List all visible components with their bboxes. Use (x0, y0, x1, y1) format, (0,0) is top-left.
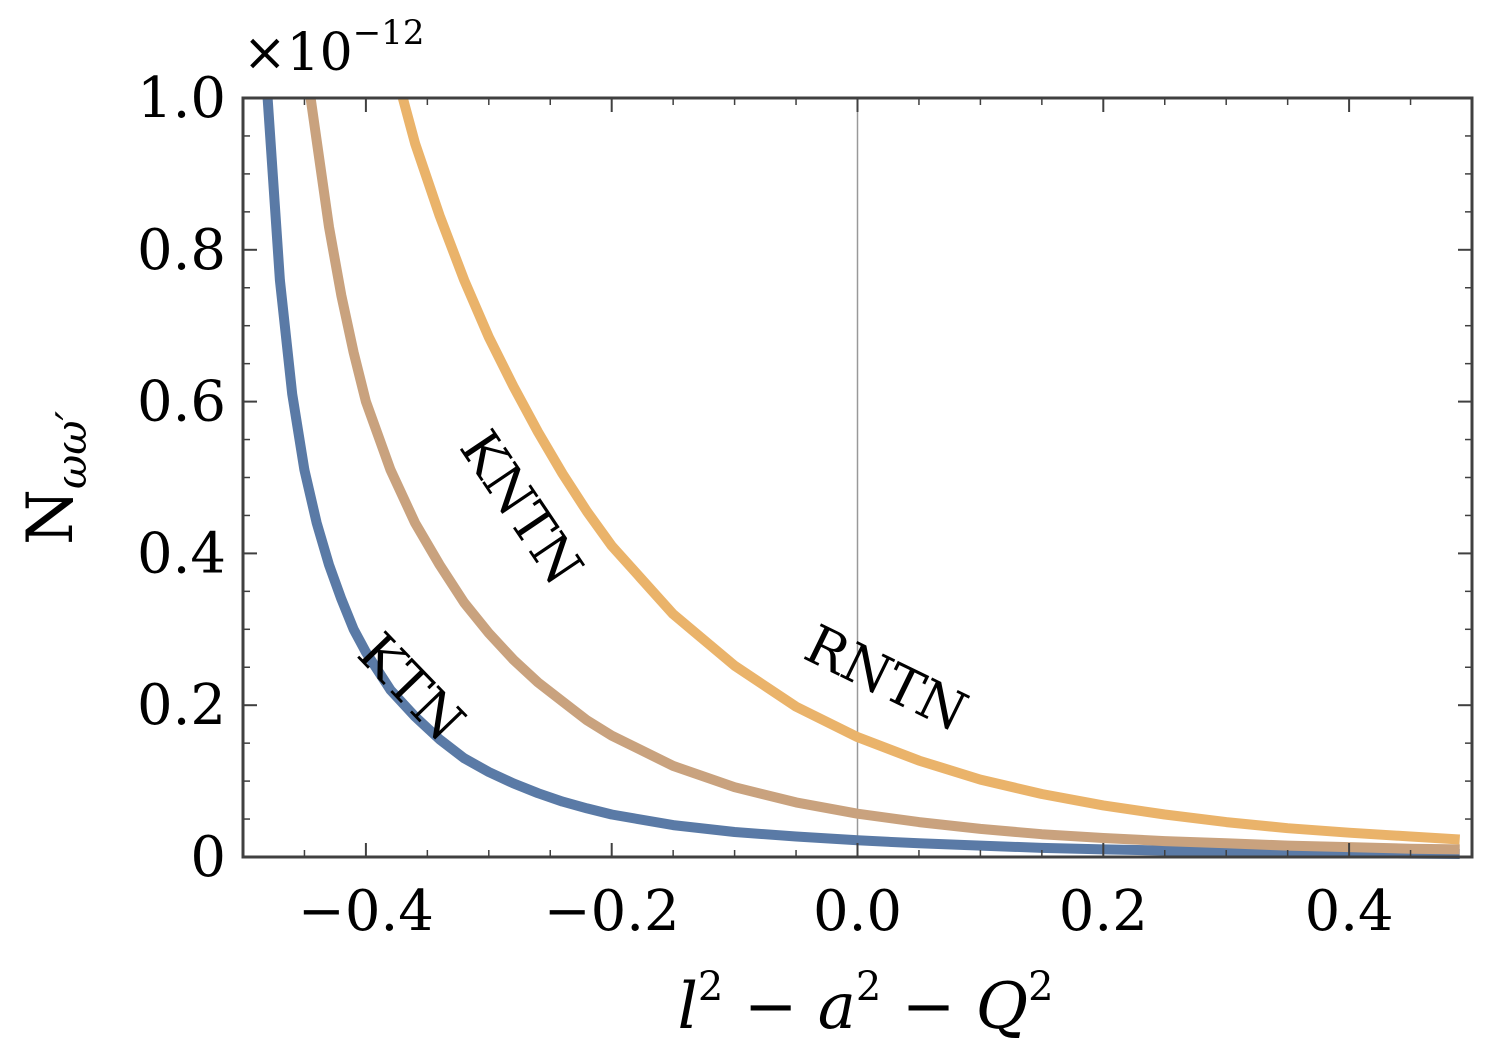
y-tick-label: 1.0 (137, 66, 226, 131)
x-tick-labels: −0.4 −0.2 0.0 0.2 0.4 (298, 879, 1394, 944)
x-tick-label: 0.0 (813, 879, 902, 944)
series-line-rntn (397, 96, 1461, 845)
series-line-ktn (262, 97, 1460, 859)
y-scale-note: ×10−12 (243, 13, 425, 83)
x-tick-label: −0.2 (544, 879, 680, 944)
series-line-kntn (305, 97, 1460, 855)
y-tick-label: 0.8 (137, 218, 226, 283)
y-tick-label: 0.6 (137, 370, 226, 435)
curve-label-kntn: KNTN (447, 419, 595, 596)
x-axis-label: l2 − a2 − Q2 (677, 964, 1053, 1044)
x-tick-label: 0.4 (1305, 879, 1394, 944)
y-tick-label: 0.2 (137, 673, 226, 738)
y-tick-labels: 0 0.2 0.4 0.6 0.8 1.0 (137, 66, 226, 890)
x-tick-label: 0.2 (1059, 879, 1148, 944)
series-layer (262, 96, 1461, 859)
y-axis-label: Nωω′ (14, 411, 96, 545)
y-tick-label: 0 (190, 825, 226, 890)
x-tick-label: −0.4 (298, 879, 434, 944)
y-tick-label: 0.4 (137, 521, 226, 586)
tick-marks-layer (242, 97, 1473, 858)
